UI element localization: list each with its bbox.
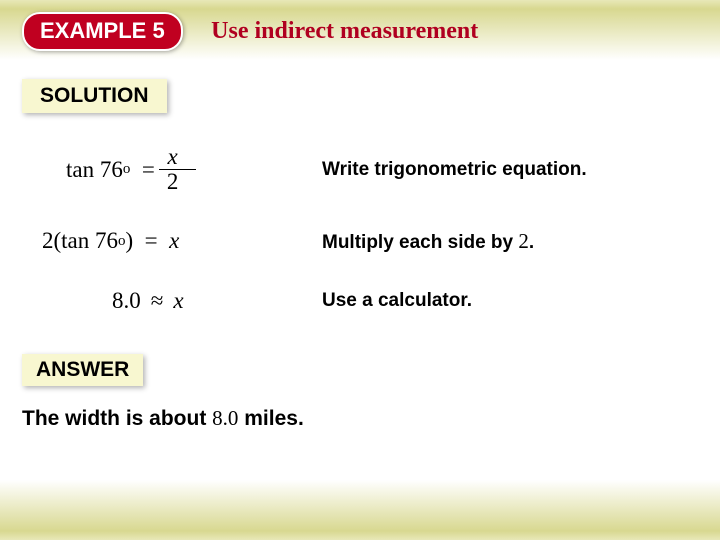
eq2-degree: o <box>118 233 126 250</box>
eq1-op: = <box>130 157 154 183</box>
answer-pre: The width is about <box>22 407 212 430</box>
equation-2: 2(tan 76o) = x <box>22 228 322 254</box>
answer-value: 8.0 <box>212 406 238 430</box>
eq2-lhs: 2(tan 76 <box>42 228 118 254</box>
header-row: EXAMPLE 5 Use indirect measurement <box>22 12 698 51</box>
example-badge: EXAMPLE 5 <box>22 12 183 51</box>
answer-label: ANSWER <box>22 354 143 386</box>
explain-2-text: Multiply each side by <box>322 232 518 253</box>
example-title: Use indirect measurement <box>211 18 478 45</box>
equation-1: tan 76o = x 2 <box>22 145 322 194</box>
explain-1: Write trigonometric equation. <box>322 159 587 181</box>
eq2-var: x <box>169 228 179 254</box>
eq1-fraction: x 2 <box>159 145 197 194</box>
bottom-gradient-bar <box>0 480 720 540</box>
step-row-1: tan 76o = x 2 Write trigonometric equati… <box>22 145 698 194</box>
eq2-tail: ) = <box>126 228 170 254</box>
explain-2-num: 2 <box>518 229 529 253</box>
step-row-3: 8.0 ≈ x Use a calculator. <box>22 288 698 314</box>
eq1-frac-den: 2 <box>159 170 197 194</box>
solution-label: SOLUTION <box>22 79 167 113</box>
approx-symbol: ≈ <box>151 288 164 314</box>
slide-content: EXAMPLE 5 Use indirect measurement SOLUT… <box>0 0 720 443</box>
eq3-lhs: 8.0 <box>112 288 141 314</box>
work-area: tan 76o = x 2 Write trigonometric equati… <box>22 145 698 314</box>
explain-3: Use a calculator. <box>322 290 472 312</box>
explain-2-dot: . <box>529 232 534 253</box>
eq1-degree: o <box>123 161 131 178</box>
step-row-2: 2(tan 76o) = x Multiply each side by 2. <box>22 228 698 254</box>
eq1-lhs: tan 76 <box>66 157 123 183</box>
answer-post: miles. <box>238 407 303 430</box>
equation-3: 8.0 ≈ x <box>22 288 322 314</box>
answer-text: The width is about 8.0 miles. <box>22 406 698 431</box>
explain-2: Multiply each side by 2. <box>322 229 534 254</box>
eq3-var: x <box>173 288 183 314</box>
eq1-frac-num: x <box>159 145 195 170</box>
